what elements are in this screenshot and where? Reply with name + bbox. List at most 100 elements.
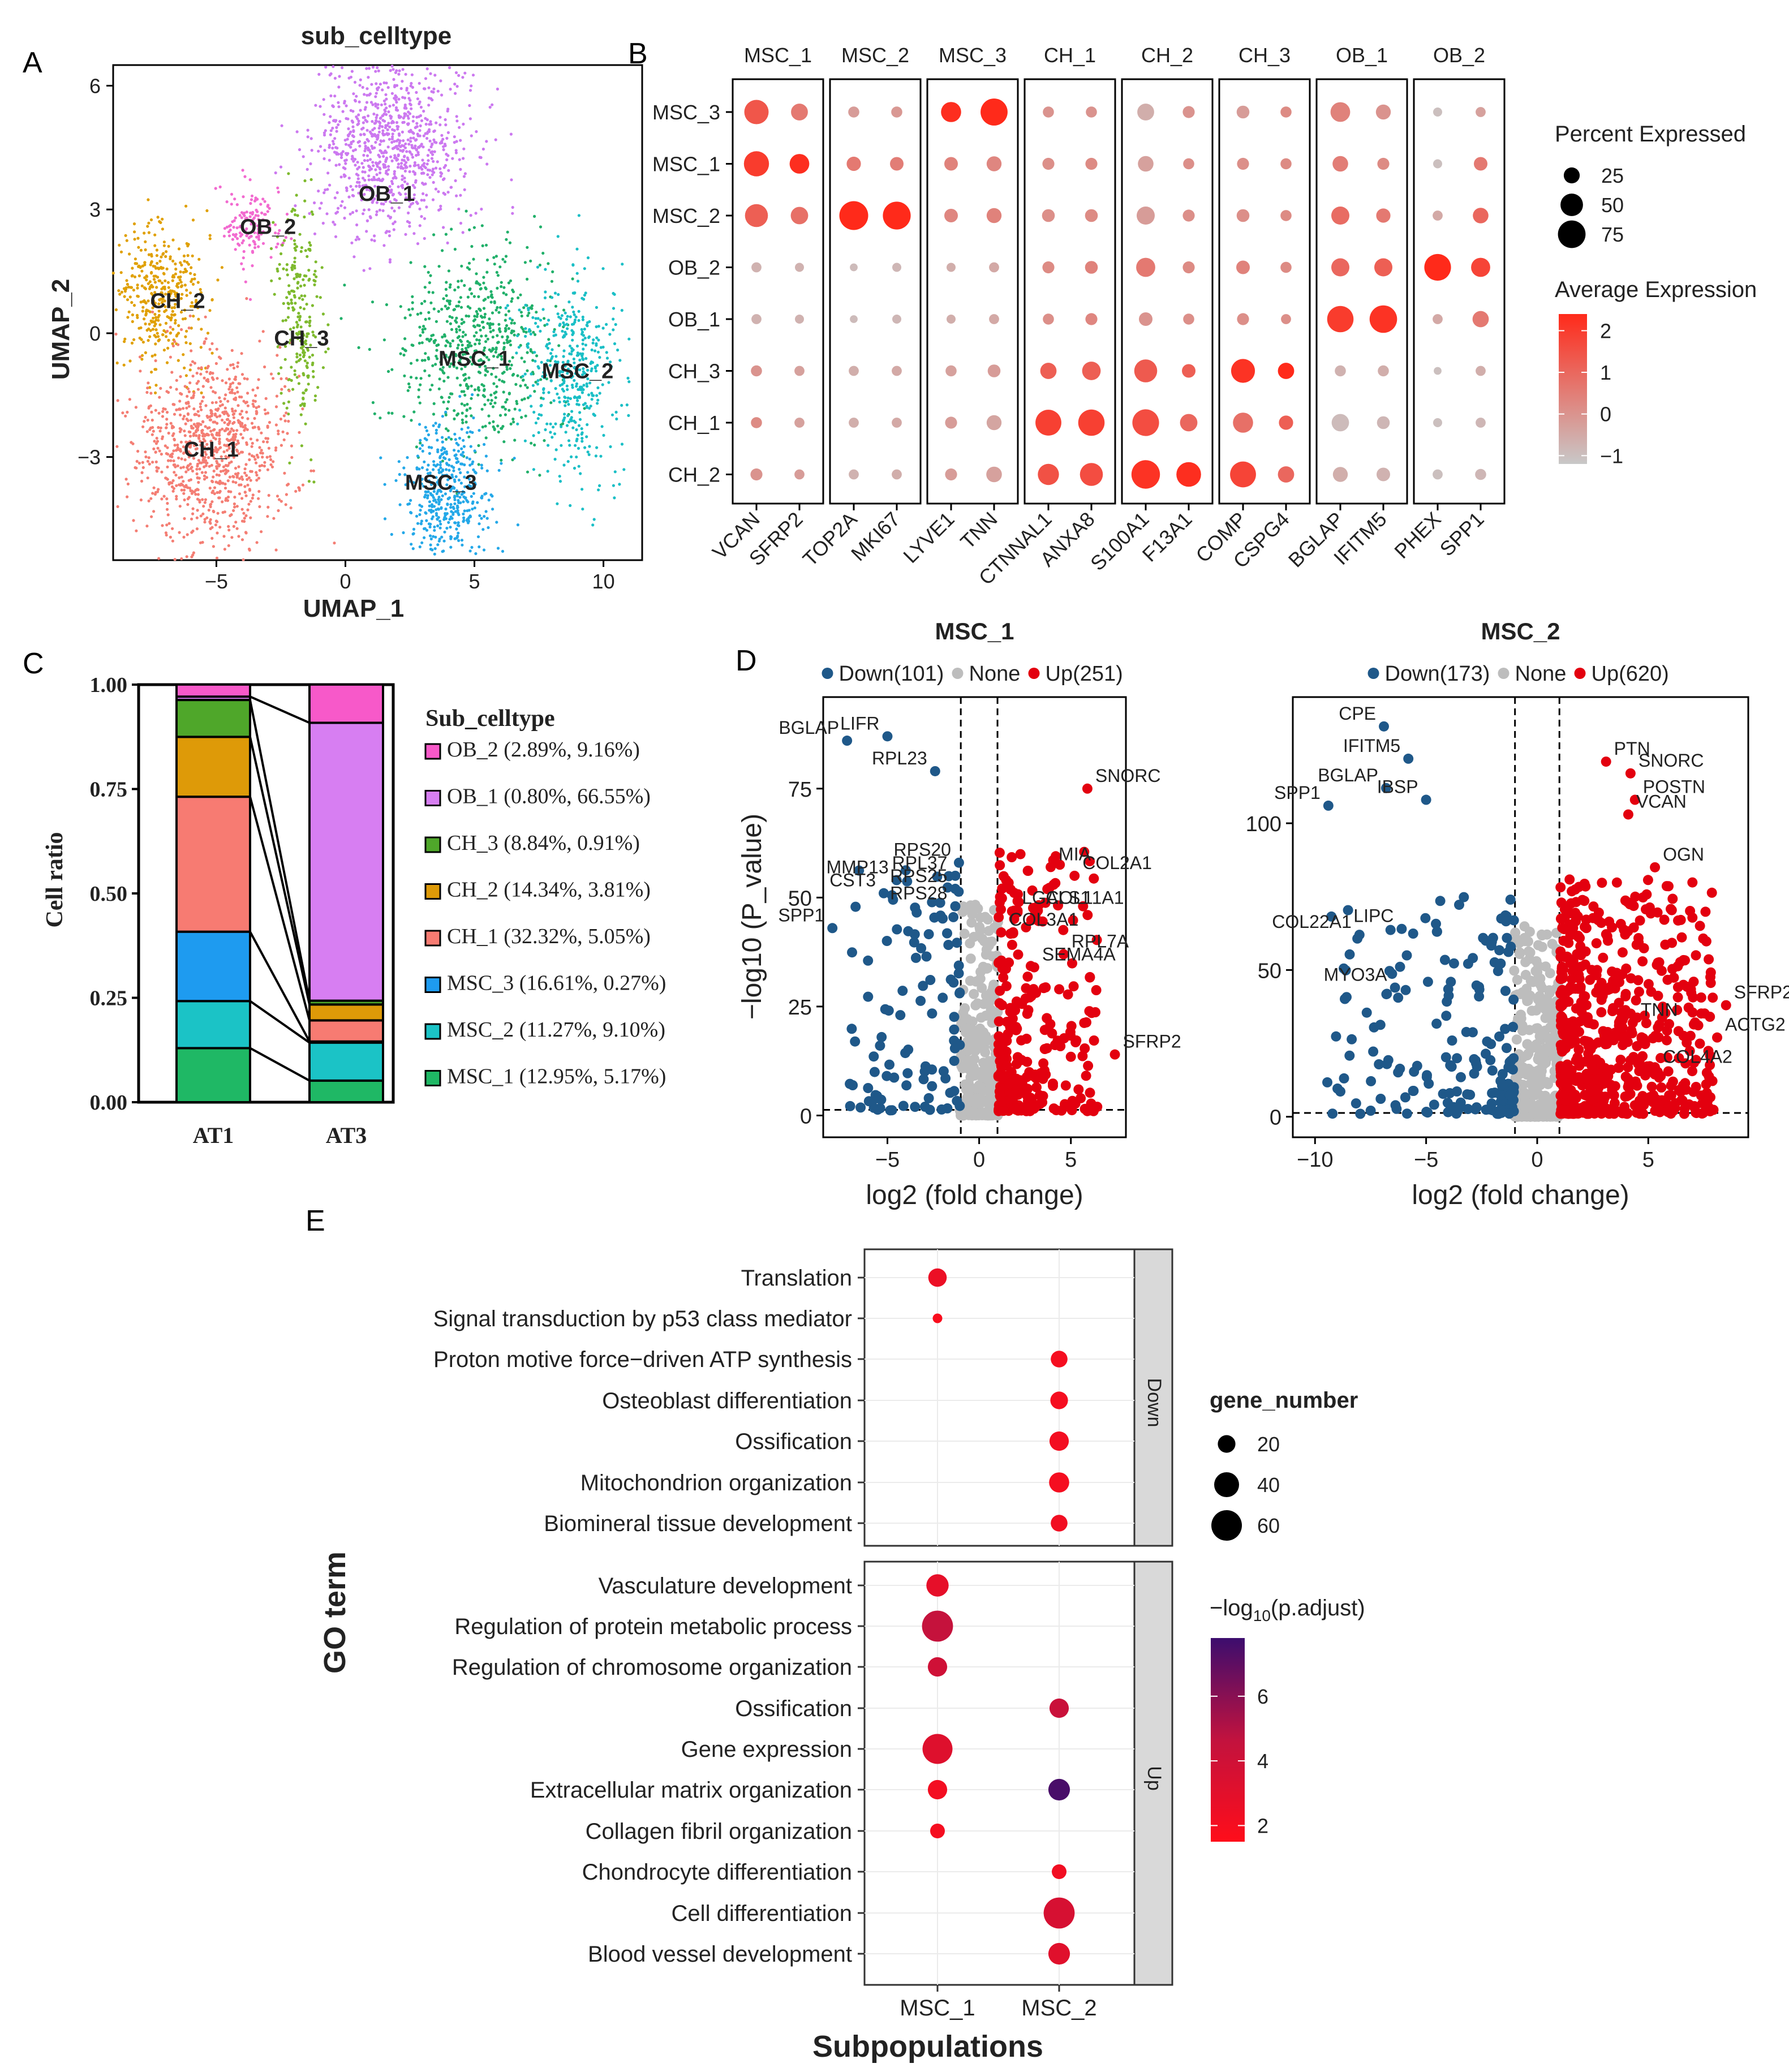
umap-point	[376, 137, 379, 141]
umap-point	[414, 164, 417, 167]
umap-point	[601, 383, 604, 386]
umap-point	[365, 128, 369, 132]
umap-point	[154, 319, 158, 322]
umap-point	[569, 315, 572, 319]
umap-point	[165, 476, 168, 480]
dotplot-dot	[1082, 362, 1101, 380]
dotplot-dot	[1433, 469, 1443, 480]
umap-point	[444, 287, 448, 291]
umap-point	[294, 213, 297, 217]
umap-point	[234, 481, 238, 484]
umap-point	[466, 305, 470, 308]
umap-point	[402, 139, 405, 143]
umap-point	[427, 311, 431, 314]
umap-point	[423, 286, 427, 289]
umap-point	[186, 394, 189, 398]
umap-point	[462, 500, 465, 504]
umap-point	[429, 543, 432, 547]
umap-point	[185, 289, 188, 292]
umap-point	[247, 502, 251, 506]
umap-point	[158, 429, 162, 433]
umap-point	[155, 254, 158, 257]
volcano-point-down	[949, 1055, 960, 1066]
umap-point	[505, 368, 509, 371]
umap-point	[229, 363, 233, 367]
umap-point	[410, 81, 413, 85]
umap-point	[161, 410, 165, 413]
umap-point	[246, 483, 250, 487]
umap-point	[446, 241, 449, 244]
umap-point	[370, 238, 373, 242]
umap-point	[133, 238, 136, 241]
umap-point	[312, 273, 316, 276]
umap-point	[360, 198, 363, 201]
volcano-point-down	[902, 1068, 913, 1078]
umap-point	[224, 468, 227, 471]
umap-point	[376, 134, 380, 137]
umap-point	[123, 290, 127, 293]
volcano-point-up	[994, 998, 1005, 1008]
umap-point	[463, 509, 466, 513]
umap-point	[345, 143, 348, 146]
umap-point	[383, 119, 386, 123]
umap-point	[277, 509, 280, 513]
umap-point	[205, 442, 209, 446]
dotplot-dot	[986, 156, 1002, 171]
umap-point	[612, 291, 615, 295]
umap-point	[154, 359, 157, 363]
umap-point	[471, 460, 475, 463]
umap-point	[222, 234, 226, 238]
umap-point	[137, 461, 141, 465]
volcano-point-down	[949, 1012, 960, 1022]
umap-point	[180, 328, 183, 332]
dotplot-dot	[848, 106, 859, 118]
umap-point	[360, 127, 364, 131]
dotplot-dot	[1136, 257, 1155, 277]
umap-point	[558, 400, 561, 404]
umap-point	[164, 279, 167, 282]
volcano-point-down	[868, 1051, 879, 1062]
volcano-x-tick-label: 5	[1065, 1148, 1077, 1172]
umap-point	[208, 415, 212, 419]
umap-point	[184, 374, 188, 377]
umap-point	[514, 382, 518, 386]
umap-point	[526, 277, 529, 281]
umap-point	[196, 509, 199, 512]
umap-point	[214, 523, 217, 527]
dotplot-gene-label: PHEX	[1390, 508, 1445, 563]
umap-point	[483, 346, 487, 350]
umap-point	[256, 231, 260, 235]
umap-point	[423, 437, 427, 440]
umap-point	[371, 161, 375, 164]
umap-point	[429, 97, 433, 100]
umap-point	[566, 388, 569, 392]
umap-point	[177, 332, 180, 335]
cell-ratio-segment	[175, 683, 251, 698]
umap-point	[345, 153, 349, 156]
umap-point	[222, 465, 225, 468]
umap-point	[187, 390, 191, 394]
umap-point	[165, 508, 169, 511]
dotplot-group-panel	[1023, 78, 1116, 505]
umap-point	[449, 342, 452, 345]
umap-point	[278, 263, 281, 266]
volcano-legend-key	[952, 668, 964, 679]
umap-point	[290, 237, 293, 240]
umap-point	[196, 493, 200, 496]
umap-point	[185, 269, 188, 273]
umap-point	[178, 505, 182, 508]
umap-point	[468, 228, 471, 231]
umap-x-tick-label: −5	[205, 570, 228, 593]
umap-point	[530, 441, 533, 445]
umap-point	[125, 239, 128, 242]
umap-point	[453, 496, 457, 499]
umap-point	[529, 332, 532, 336]
umap-point	[166, 459, 170, 462]
umap-point	[293, 369, 296, 372]
umap-point	[375, 210, 379, 213]
umap-point	[479, 308, 482, 311]
umap-point	[581, 352, 584, 356]
umap-point	[418, 447, 422, 450]
umap-point	[442, 177, 446, 180]
